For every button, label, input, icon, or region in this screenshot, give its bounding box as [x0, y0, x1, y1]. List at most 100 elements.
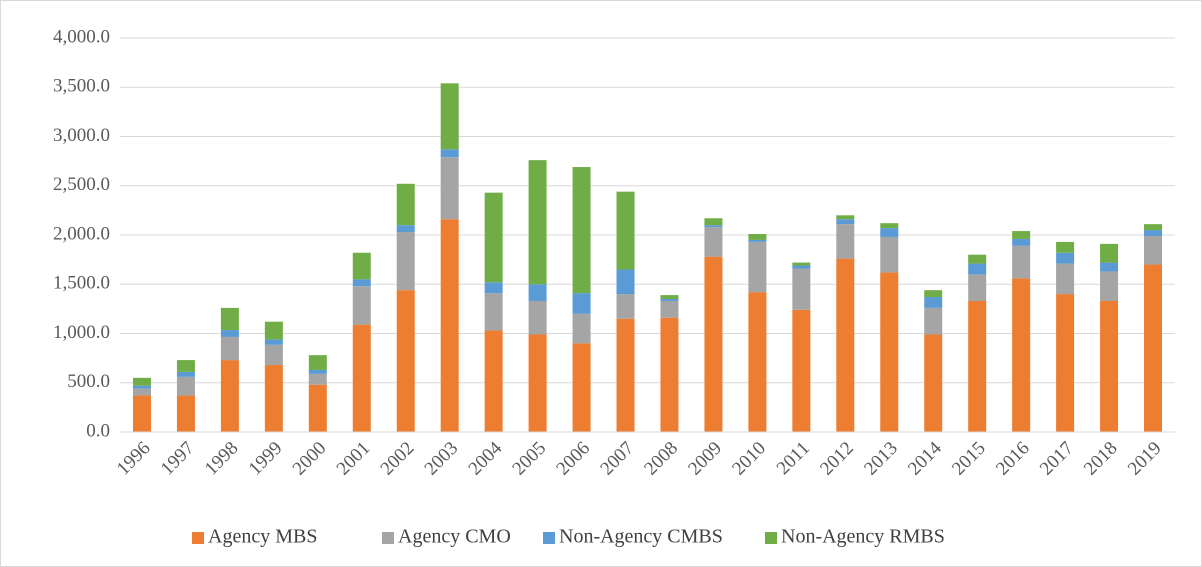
legend-label: Agency CMO [398, 526, 511, 548]
bar-segment [484, 293, 503, 331]
bar-segment [440, 83, 459, 150]
bar-segment [792, 309, 811, 432]
bar-segment [352, 324, 371, 432]
bar-segment [968, 274, 987, 301]
bar-segment [1100, 271, 1119, 301]
bar-segment [1100, 243, 1119, 263]
bar-segment [352, 252, 371, 280]
bar-segment [660, 317, 679, 432]
bar-segment [484, 192, 503, 283]
bar-segment [132, 388, 151, 396]
bar-segment [264, 339, 283, 345]
bar-segment [396, 290, 415, 432]
bar-segment [1100, 262, 1119, 272]
bar-segment [836, 258, 855, 432]
bar-segment [176, 395, 195, 432]
bar-segment [616, 294, 635, 319]
bar-segment [880, 236, 899, 273]
bar-segment [880, 272, 899, 432]
bar-segment [1056, 263, 1075, 295]
bar-segment [660, 295, 679, 300]
bar-segment [660, 300, 679, 318]
bar-segment [176, 371, 195, 377]
bar-segment [924, 290, 943, 298]
bar-segment [660, 299, 679, 301]
bar-segment [1144, 224, 1163, 231]
bar-segment [616, 318, 635, 432]
bar-segment [264, 344, 283, 366]
bar-segment [748, 239, 767, 242]
bar-segment [836, 219, 855, 225]
bar-segment [484, 282, 503, 294]
bar-segment [616, 191, 635, 270]
y-tick-label: 2,000.0 [53, 223, 110, 244]
bar-segment [176, 376, 195, 396]
bar-segment [132, 395, 151, 432]
bar-segment [396, 183, 415, 226]
legend-swatch [382, 532, 394, 544]
bar-segment [1012, 278, 1031, 432]
y-tick-label: 1,500.0 [53, 273, 110, 294]
legend-swatch [765, 532, 777, 544]
bar-segment [1056, 252, 1075, 264]
bar-segment [528, 334, 547, 432]
bar-segment [836, 215, 855, 220]
bar-segment [440, 149, 459, 158]
bar-segment [528, 284, 547, 301]
bar-segment [792, 268, 811, 310]
bar-segment [528, 160, 547, 285]
legend-swatch [192, 532, 204, 544]
bar-segment [924, 334, 943, 432]
y-tick-label: 0.0 [86, 420, 110, 441]
bar-segment [264, 321, 283, 340]
bar-segment [924, 307, 943, 335]
y-tick-label: 3,000.0 [53, 125, 110, 146]
bar-segment [704, 256, 723, 432]
bar-segment [132, 377, 151, 386]
legend-label: Non-Agency CMBS [559, 526, 723, 548]
bar-segment [836, 224, 855, 259]
bar-segment [396, 225, 415, 233]
bar-segment [396, 232, 415, 291]
bar-segment [1144, 230, 1163, 236]
bar-segment [308, 384, 327, 432]
bar-segment [484, 330, 503, 432]
bar-segment [616, 269, 635, 295]
bar-segment [308, 369, 327, 374]
bar-segment [748, 292, 767, 432]
bar-segment [1012, 231, 1031, 239]
bar-segment [352, 279, 371, 287]
y-tick-label: 500.0 [67, 371, 110, 392]
bar-segment [1012, 245, 1031, 279]
bar-segment [1144, 235, 1163, 265]
bar-segment [1100, 300, 1119, 432]
bar-segment [748, 234, 767, 240]
legend-swatch [543, 532, 555, 544]
bar-segment [440, 157, 459, 220]
bar-segment [572, 343, 591, 432]
bar-segment [176, 360, 195, 372]
bar-segment [924, 297, 943, 308]
bar-segment [704, 218, 723, 226]
bar-segment [308, 355, 327, 370]
legend-label: Non-Agency RMBS [781, 526, 945, 548]
bar-segment [880, 223, 899, 229]
bar-segment [132, 385, 151, 389]
y-tick-label: 3,500.0 [53, 76, 110, 97]
bar-segment [572, 293, 591, 314]
bar-segment [220, 336, 239, 361]
y-tick-label: 2,500.0 [53, 174, 110, 195]
bar-segment [220, 307, 239, 331]
bar-segment [1012, 238, 1031, 246]
y-tick-label: 4,000.0 [53, 26, 110, 47]
bar-segment [528, 300, 547, 335]
bar-segment [748, 241, 767, 293]
bar-segment [264, 365, 283, 432]
bar-segment [968, 263, 987, 275]
bar-segment [1144, 264, 1163, 432]
bar-segment [220, 360, 239, 432]
bar-segment [572, 167, 591, 294]
bar-segment [968, 300, 987, 432]
